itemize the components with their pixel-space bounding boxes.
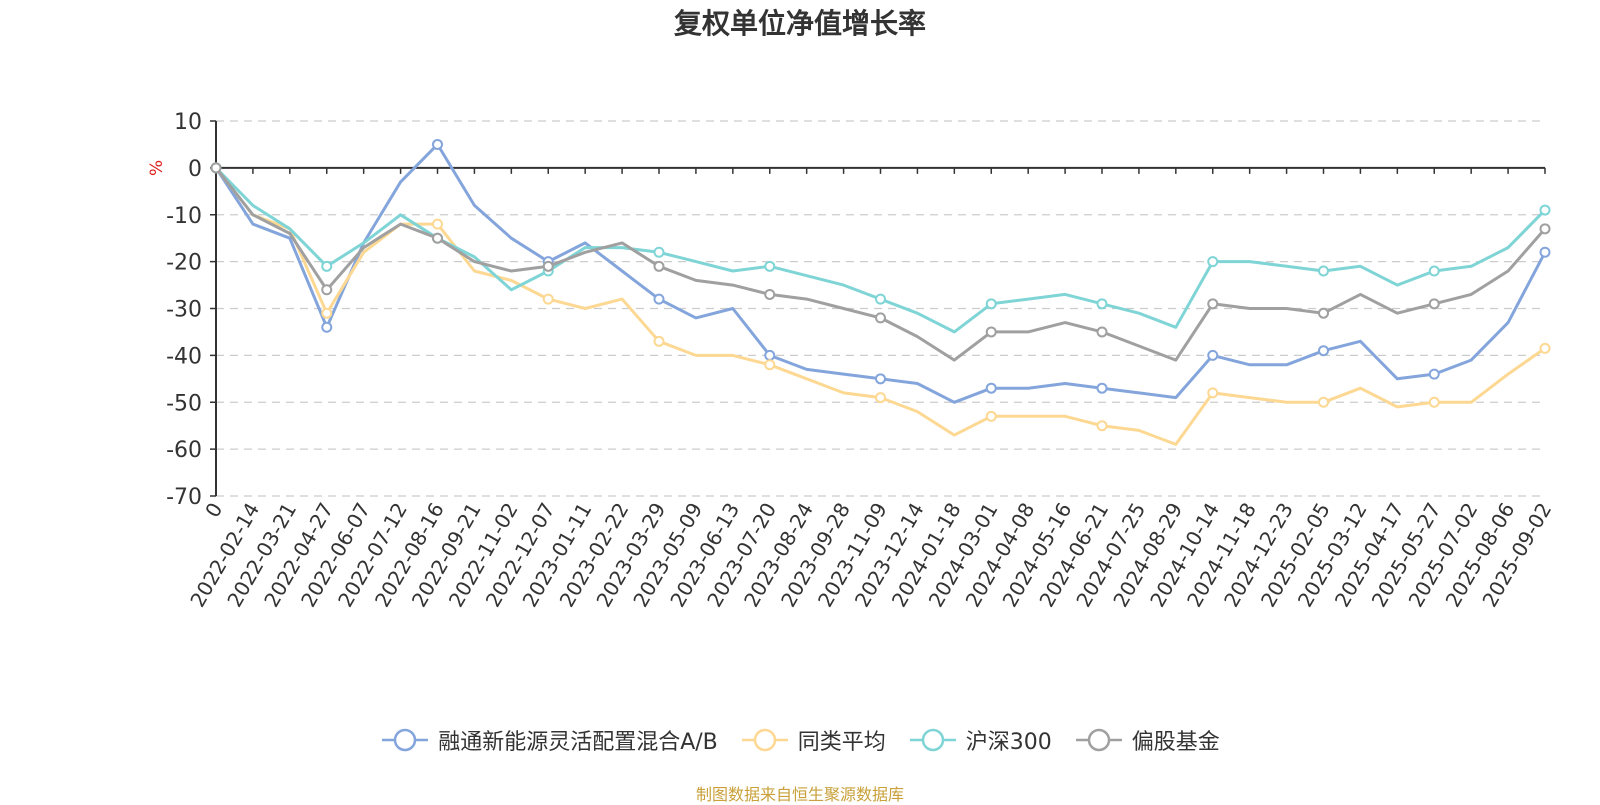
y-tick-label: 0 — [188, 157, 202, 182]
data-point — [1318, 265, 1329, 277]
data-point — [875, 293, 886, 305]
legend-label: 融通新能源灵活配置混合A/B — [438, 730, 718, 755]
y-tick-label: -40 — [166, 344, 202, 369]
y-tick-label: -50 — [166, 391, 202, 416]
series-lines — [210, 138, 1551, 446]
axes: 100-10-20-30-40-50-60-70%02022-02-142022… — [147, 110, 1556, 611]
data-point — [1207, 349, 1219, 361]
data-point — [985, 410, 997, 422]
legend-item-1[interactable]: 融通新能源灵活配置混合A/B — [380, 724, 718, 756]
data-point — [1428, 368, 1440, 380]
data-point — [432, 138, 443, 150]
data-point — [1207, 256, 1219, 268]
data-point — [764, 349, 776, 361]
data-point — [1207, 298, 1219, 310]
data-point — [764, 288, 776, 300]
data-point — [1318, 307, 1329, 319]
data-point — [875, 312, 886, 324]
data-point — [985, 298, 997, 310]
data-point — [210, 162, 222, 174]
data-point — [653, 335, 665, 347]
y-tick-label: -20 — [166, 251, 202, 276]
series-4 — [210, 162, 1551, 362]
data-point — [764, 359, 776, 371]
y-tick-label: -60 — [166, 438, 202, 463]
y-tick-label: -30 — [166, 298, 202, 323]
data-point — [542, 293, 554, 305]
data-point — [1539, 223, 1551, 235]
data-point — [1096, 382, 1108, 394]
data-point — [875, 392, 886, 404]
legend-item-4[interactable]: 偏股基金 — [1074, 724, 1220, 756]
series-1 — [210, 138, 1551, 404]
data-point — [321, 260, 333, 272]
data-point — [764, 260, 776, 272]
y-tick-label: 10 — [174, 110, 202, 135]
data-point — [1096, 298, 1108, 310]
data-point — [985, 326, 997, 338]
data-point — [321, 284, 333, 296]
legend-item-3[interactable]: 沪深300 — [908, 724, 1052, 756]
data-point — [542, 260, 554, 272]
data-point — [653, 293, 665, 305]
data-point — [875, 373, 886, 385]
legend: 融通新能源灵活配置混合A/B 同类平均 沪深300 偏股基金 — [0, 722, 1600, 758]
x-tick-label: 0 — [200, 499, 227, 522]
data-point — [1096, 326, 1108, 338]
legend-marker-icon — [1075, 728, 1122, 752]
data-point — [321, 321, 333, 333]
data-point — [321, 307, 333, 319]
data-point — [1096, 420, 1108, 432]
data-source-note: 制图数据来自恒生聚源数据库 — [695, 785, 904, 804]
data-point — [985, 382, 997, 394]
series-line — [214, 166, 1547, 334]
data-point — [432, 232, 443, 244]
data-point — [1428, 298, 1440, 310]
data-point — [1318, 396, 1329, 408]
data-point — [653, 246, 665, 258]
legend-item-2[interactable]: 同类平均 — [740, 724, 886, 756]
chart-title: 复权单位净值增长率 — [673, 7, 926, 40]
data-point — [1539, 204, 1551, 216]
series-line — [214, 142, 1547, 404]
series-2 — [210, 162, 1551, 446]
legend-marker-icon — [909, 728, 956, 752]
data-point — [1539, 246, 1551, 258]
legend-marker-icon — [741, 728, 788, 752]
legend-marker-icon — [382, 728, 429, 752]
grid-lines — [216, 120, 1545, 497]
data-point — [1428, 265, 1440, 277]
y-axis-unit: % — [147, 160, 167, 176]
data-point — [1207, 387, 1219, 399]
data-point — [432, 218, 443, 230]
legend-label: 同类平均 — [797, 730, 886, 755]
y-tick-label: -10 — [166, 204, 202, 229]
legend-label: 沪深300 — [965, 730, 1052, 755]
data-point — [1428, 396, 1440, 408]
data-point — [1539, 342, 1551, 354]
data-point — [1318, 345, 1329, 357]
data-point — [653, 260, 665, 272]
series-line — [214, 166, 1547, 362]
legend-label: 偏股基金 — [1131, 730, 1220, 755]
series-3 — [210, 162, 1551, 334]
y-tick-label: -70 — [166, 485, 202, 510]
